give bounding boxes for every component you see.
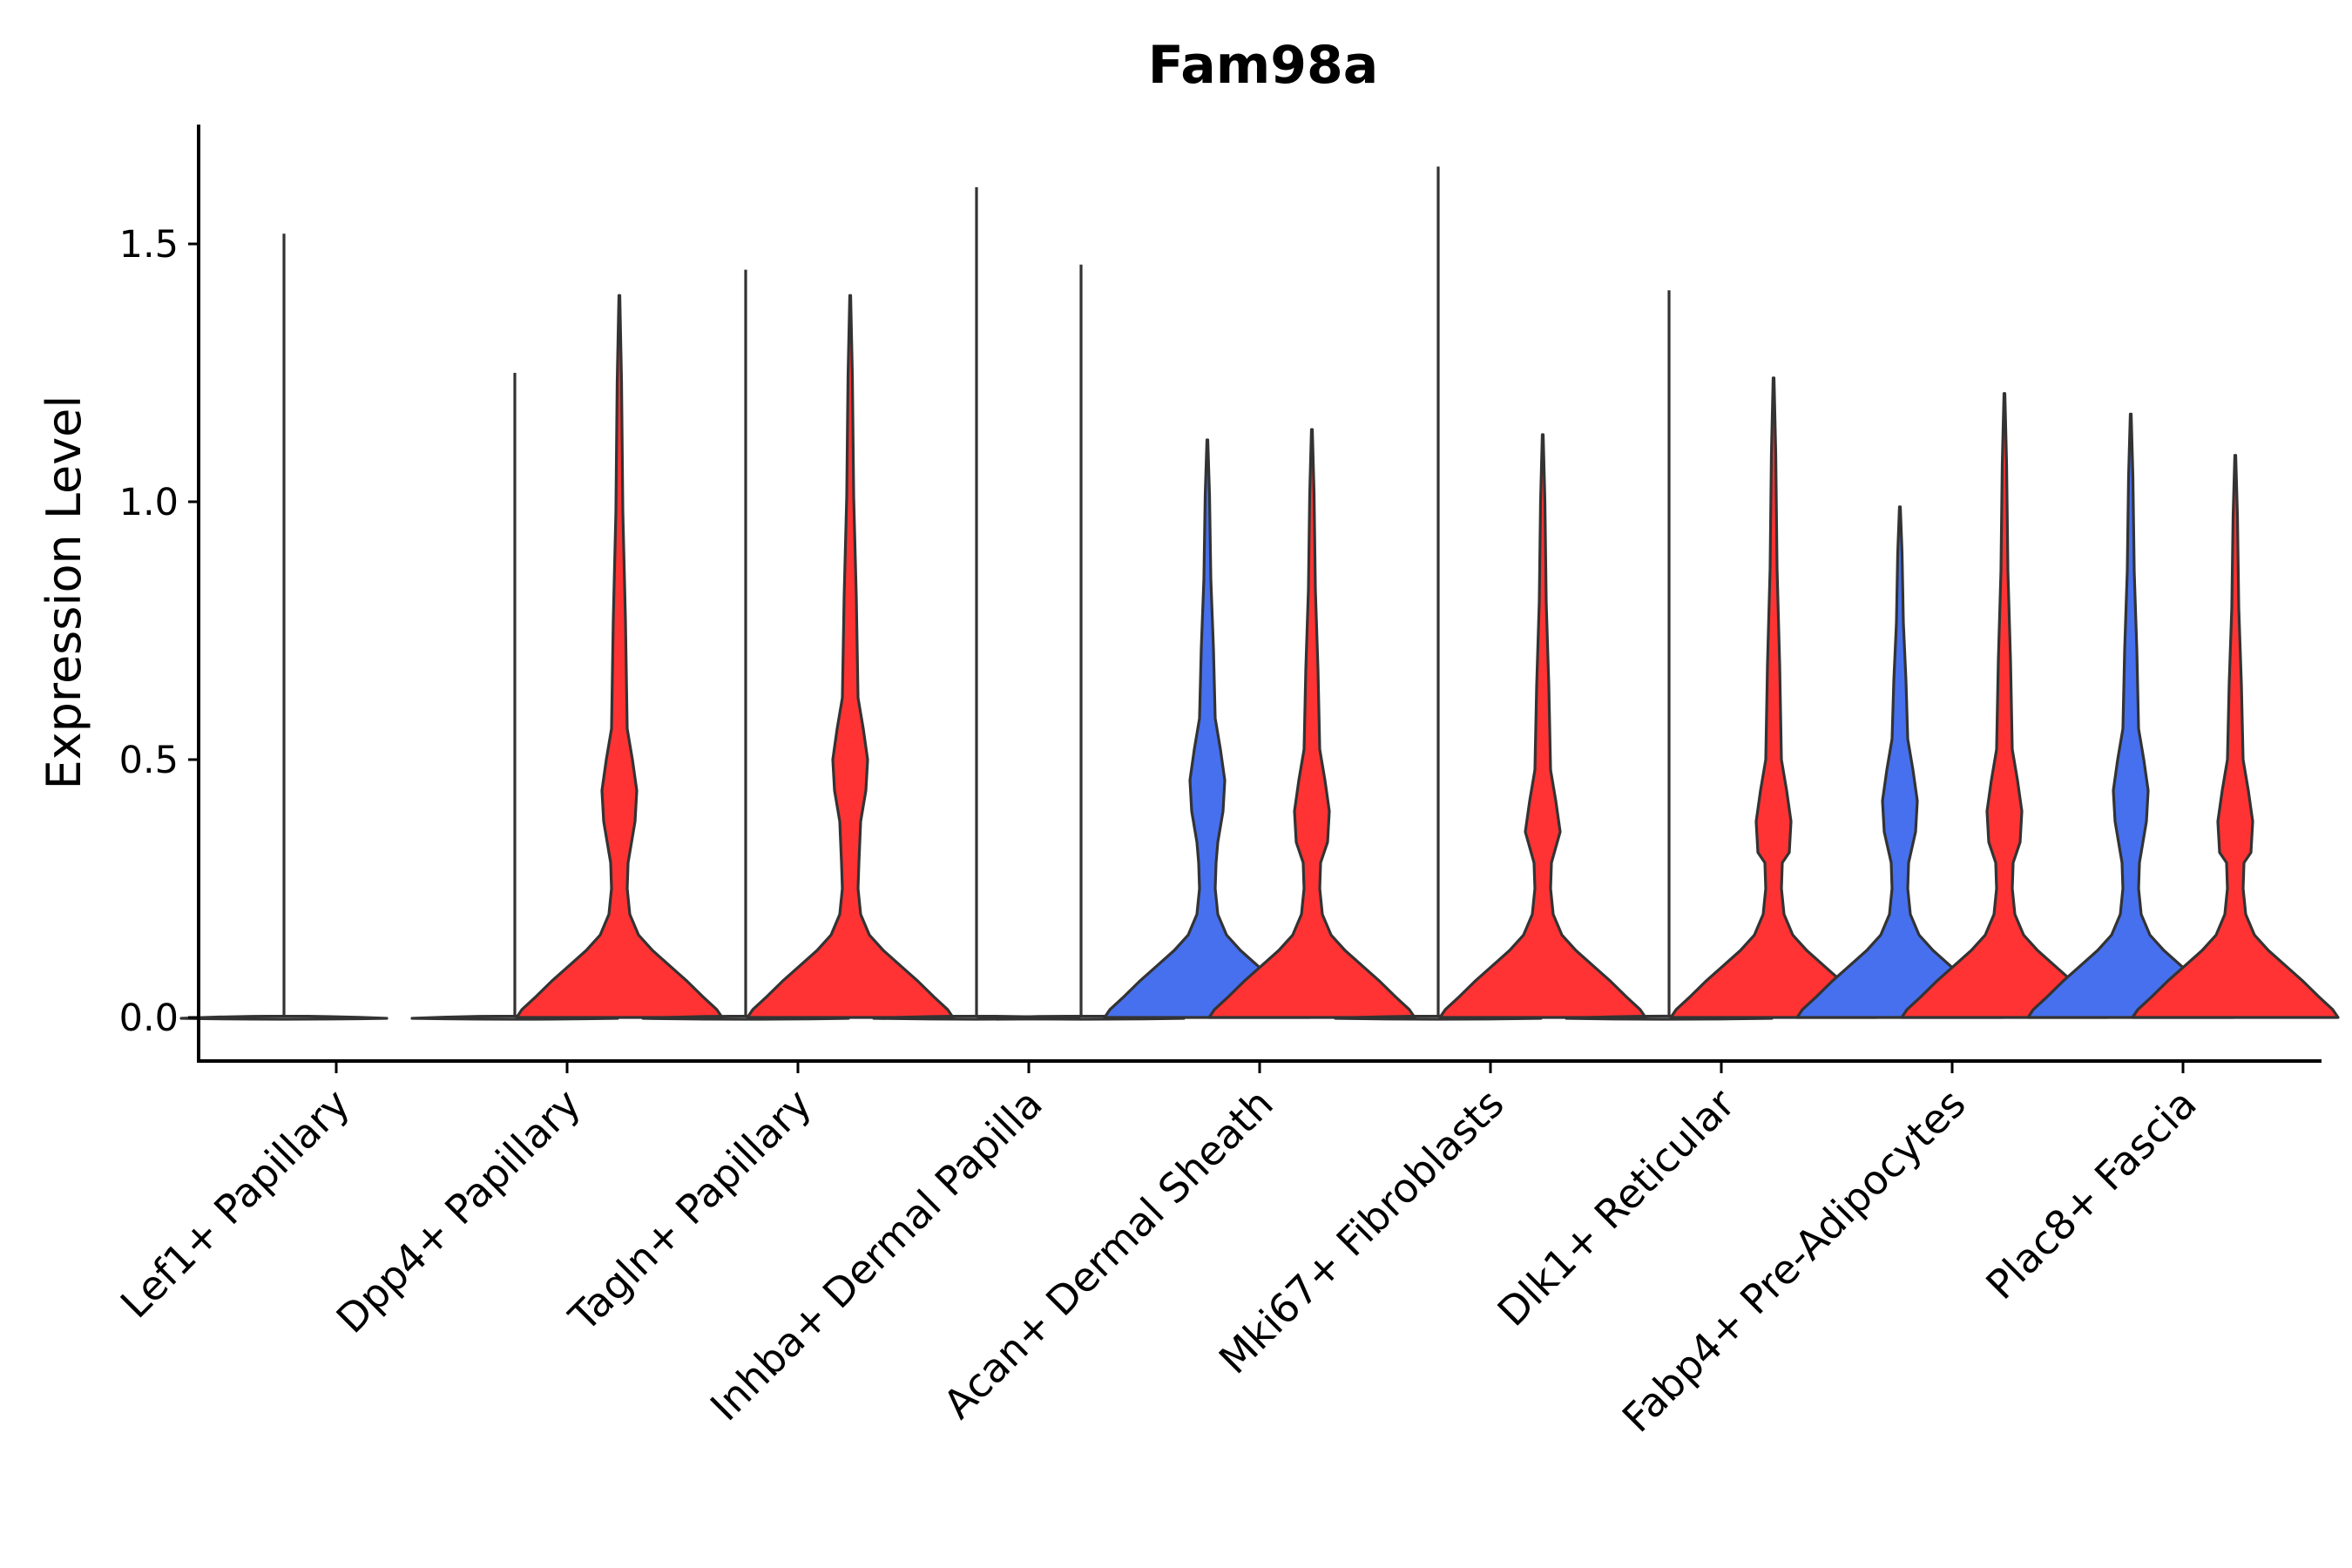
violin-a-9: [2026, 412, 2235, 1019]
y-tick-label: 1.0: [119, 481, 179, 524]
y-axis-label: Expression Level: [37, 395, 91, 790]
violin-b-3: [746, 294, 955, 1019]
violin-b-4: [977, 264, 1186, 1021]
violin-b-5: [1207, 428, 1416, 1019]
y-ticks: 0.0 0.5 1.0 1.5: [119, 223, 199, 1040]
x-tick-label: Plac8+ Fascia: [1977, 1080, 2205, 1308]
x-tick-label: Dpp4+ Papillary: [328, 1080, 590, 1342]
violin-a-6: [1334, 166, 1543, 1021]
violin-b-8: [1900, 392, 2109, 1019]
violin-b-9: [2131, 454, 2340, 1019]
x-tick-label: Tagln+ Papillary: [559, 1080, 821, 1342]
violin-a-2: [410, 373, 619, 1021]
chart-title: Fam98a: [1148, 35, 1378, 96]
violin-a-1: [179, 233, 389, 1021]
violin-a-7: [1565, 290, 1774, 1021]
violin-a-3: [641, 269, 850, 1021]
violin-b-6: [1438, 433, 1647, 1019]
violin-a-5: [1103, 438, 1312, 1019]
violin-a-4: [872, 186, 1081, 1021]
x-tick-label: Lef1+ Papillary: [112, 1080, 359, 1328]
violin-a-8: [1795, 505, 2004, 1019]
x-tick-label: Dlk1+ Reticular: [1489, 1080, 1744, 1335]
violin-b-2: [515, 294, 724, 1019]
y-tick-label: 0.0: [119, 997, 179, 1040]
y-tick-label: 0.5: [119, 739, 179, 782]
y-tick-label: 1.5: [119, 223, 179, 267]
violin-b-7: [1669, 376, 1878, 1019]
violin-group: [179, 166, 2340, 1021]
